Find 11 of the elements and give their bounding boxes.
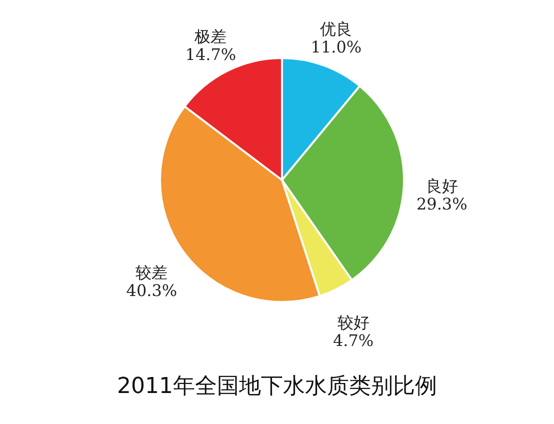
text: 2011年全国地下水水质类别比例 [117, 374, 437, 399]
slice-label: 较差 [136, 262, 168, 282]
slice-label: 较好 [337, 313, 370, 332]
slice-label: 优良 [320, 19, 352, 38]
data-label: 40.3% [126, 280, 178, 300]
data-label: 4.7% [332, 331, 374, 350]
slice-label: 极差 [194, 26, 227, 46]
data-label: 14.7% [185, 44, 236, 64]
slice-label: 良好 [426, 176, 458, 196]
data-label: 29.3% [416, 194, 468, 214]
data-label: 11.0% [310, 37, 362, 56]
